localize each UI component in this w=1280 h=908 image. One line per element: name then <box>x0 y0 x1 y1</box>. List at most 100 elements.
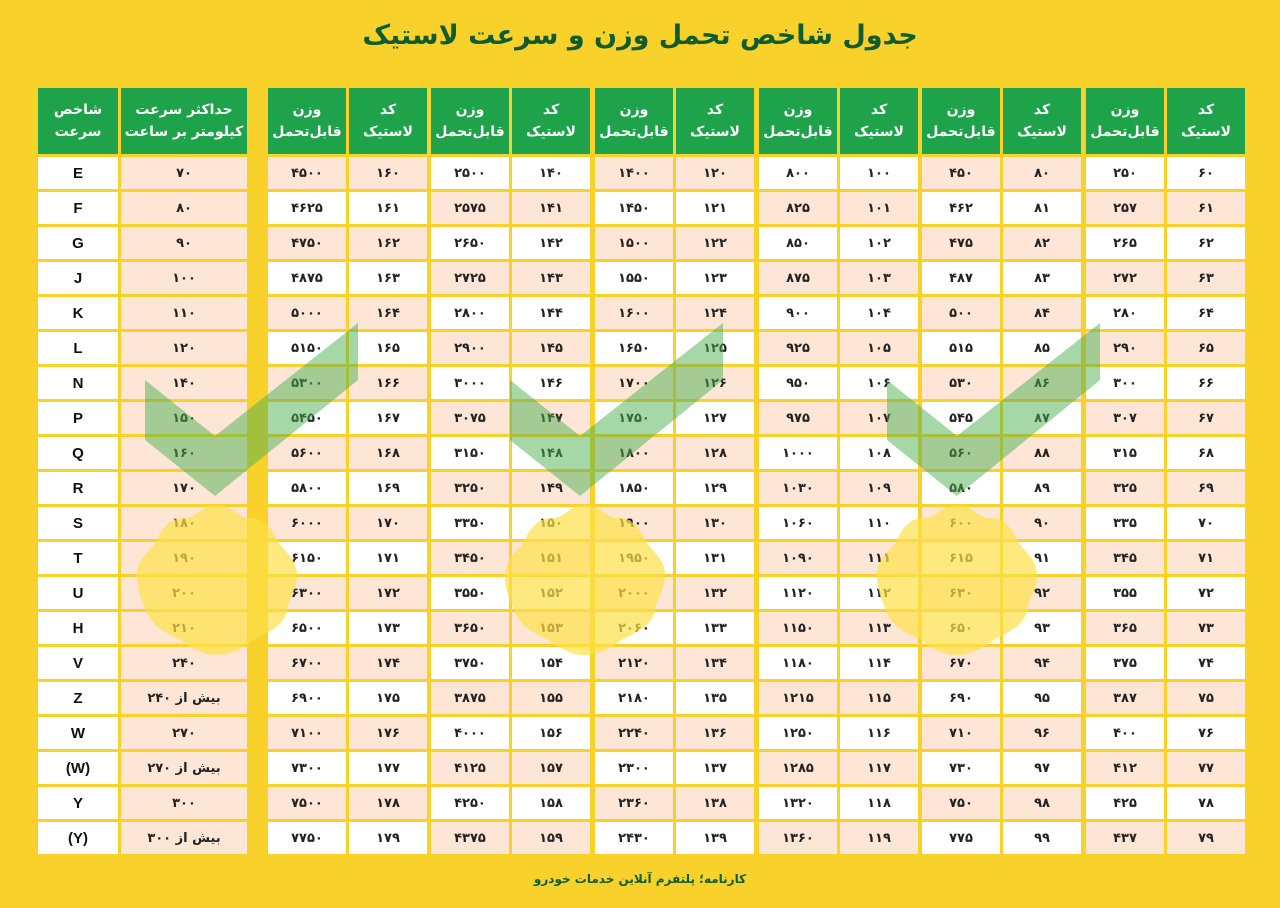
load-weight-cell: ۵۴۵۰ <box>268 402 346 434</box>
load-code-cell: ۹۷ <box>1003 752 1081 784</box>
load-code-cell: ۱۱۱ <box>840 542 918 574</box>
max-speed-cell: ۱۴۰ <box>121 367 247 399</box>
load-weight-cell: ۱۲۸۵ <box>759 752 837 784</box>
load-weight-cell: ۱۸۰۰ <box>595 437 673 469</box>
load-weight-cell: ۶۷۰۰ <box>268 647 346 679</box>
load-weight-cell: ۲۷۲۵ <box>431 262 509 294</box>
load-weight-cell: ۱۱۵۰ <box>759 612 837 644</box>
load-code-cell: ۱۳۶ <box>676 717 754 749</box>
speed-index-cell: P <box>38 402 118 434</box>
load-code-cell: ۱۴۶ <box>512 367 590 399</box>
load-code-cell: ۱۲۹ <box>676 472 754 504</box>
load-code-cell: ۱۵۱ <box>512 542 590 574</box>
load-code-cell: ۱۰۳ <box>840 262 918 294</box>
load-weight-cell: ۳۴۵۰ <box>431 542 509 574</box>
load-weight-cell: ۷۷۵ <box>922 822 1000 854</box>
load-weight-cell: ۱۸۵۰ <box>595 472 673 504</box>
speed-index-cell: W <box>38 717 118 749</box>
load-weight-cell: ۸۷۵ <box>759 262 837 294</box>
load-weight-cell: ۱۵۰۰ <box>595 227 673 259</box>
load-code-cell: ۱۲۵ <box>676 332 754 364</box>
load-code-cell: ۸۸ <box>1003 437 1081 469</box>
load-code-column: کد لاستیک ۱۴۰ ۱۴۱ ۱۴۲ ۱۴۳ ۱۴۴ ۱۴۵ ۱۴۶ ۱۴۷ ۱۴۸ ۱۴۹ ۱… <box>512 88 590 854</box>
load-weight-cell: ۹۰۰ <box>759 297 837 329</box>
load-code-cell: ۸۶ <box>1003 367 1081 399</box>
load-weight-cell: ۲۰۰۰ <box>595 577 673 609</box>
load-index-table: وزن قابل‌تحمل ۲۵۰۰ ۲۵۷۵ ۲۶۵۰ ۲۷۲۵ ۲۸۰۰ ۲۹۰۰ ۳۰۰… <box>431 88 590 854</box>
max-speed-cell: ۷۰ <box>121 157 247 189</box>
load-weight-cell: ۲۶۵۰ <box>431 227 509 259</box>
load-weight-cell: ۷۷۵۰ <box>268 822 346 854</box>
load-weight-cell: ۷۱۰ <box>922 717 1000 749</box>
load-code-cell: ۸۰ <box>1003 157 1081 189</box>
load-weight-column: وزن قابل‌تحمل ۱۴۰۰ ۱۴۵۰ ۱۵۰۰ ۱۵۵۰ ۱۶۰۰ ۱۶۵۰ ۱۷۰… <box>595 88 673 854</box>
load-weight-cell: ۵۸۰ <box>922 472 1000 504</box>
load-code-column: کد لاستیک ۱۲۰ ۱۲۱ ۱۲۲ ۱۲۳ ۱۲۴ ۱۲۵ ۱۲۶ ۱۲۷ ۱۲۸ ۱۲۹ ۱… <box>676 88 754 854</box>
load-code-header: کد لاستیک <box>349 88 427 154</box>
load-code-cell: ۱۶۸ <box>349 437 427 469</box>
load-weight-cell: ۲۳۶۰ <box>595 787 673 819</box>
load-weight-cell: ۹۷۵ <box>759 402 837 434</box>
load-weight-header: وزن قابل‌تحمل <box>431 88 509 154</box>
load-weight-cell: ۳۴۵ <box>1086 542 1164 574</box>
load-code-header: کد لاستیک <box>512 88 590 154</box>
load-weight-cell: ۱۶۰۰ <box>595 297 673 329</box>
load-weight-cell: ۴۶۲ <box>922 192 1000 224</box>
load-weight-cell: ۱۰۶۰ <box>759 507 837 539</box>
load-code-cell: ۱۴۰ <box>512 157 590 189</box>
load-weight-cell: ۲۲۴۰ <box>595 717 673 749</box>
load-code-cell: ۱۴۴ <box>512 297 590 329</box>
speed-index-cell: U <box>38 577 118 609</box>
load-weight-cell: ۲۵۰ <box>1086 157 1164 189</box>
load-weight-cell: ۳۱۵۰ <box>431 437 509 469</box>
load-weight-column: وزن قابل‌تحمل ۴۵۰۰ ۴۶۲۵ ۴۷۵۰ ۴۸۷۵ ۵۰۰۰ ۵۱۵۰ ۵۳۰… <box>268 88 346 854</box>
load-index-table: وزن قابل‌تحمل ۲۵۰ ۲۵۷ ۲۶۵ ۲۷۲ ۲۸۰ ۲۹۰ ۳۰۰ ۳۰۷ ۳۱۵… <box>1086 88 1245 854</box>
load-code-cell: ۶۸ <box>1167 437 1245 469</box>
speed-index-cell: L <box>38 332 118 364</box>
load-weight-cell: ۵۱۵ <box>922 332 1000 364</box>
load-weight-cell: ۳۸۷ <box>1086 682 1164 714</box>
load-code-cell: ۱۴۳ <box>512 262 590 294</box>
load-code-cell: ۱۳۹ <box>676 822 754 854</box>
load-code-cell: ۱۰۶ <box>840 367 918 399</box>
load-weight-cell: ۱۱۲۰ <box>759 577 837 609</box>
load-code-cell: ۱۶۷ <box>349 402 427 434</box>
load-weight-cell: ۳۶۵۰ <box>431 612 509 644</box>
load-weight-cell: ۸۰۰ <box>759 157 837 189</box>
load-weight-cell: ۹۵۰ <box>759 367 837 399</box>
load-weight-cell: ۲۱۲۰ <box>595 647 673 679</box>
max-speed-cell: بیش از ۳۰۰ <box>121 822 247 854</box>
load-code-cell: ۷۳ <box>1167 612 1245 644</box>
load-code-cell: ۱۷۹ <box>349 822 427 854</box>
load-weight-cell: ۱۳۶۰ <box>759 822 837 854</box>
load-code-cell: ۱۲۰ <box>676 157 754 189</box>
max-speed-header: حداکثر سرعت کیلومتر بر ساعت <box>121 88 247 154</box>
max-speed-cell: ۲۰۰ <box>121 577 247 609</box>
load-code-cell: ۷۴ <box>1167 647 1245 679</box>
load-code-cell: ۹۱ <box>1003 542 1081 574</box>
load-code-cell: ۱۵۳ <box>512 612 590 644</box>
load-weight-cell: ۶۹۰ <box>922 682 1000 714</box>
load-code-cell: ۷۶ <box>1167 717 1245 749</box>
load-weight-cell: ۴۲۵ <box>1086 787 1164 819</box>
load-weight-cell: ۲۹۰۰ <box>431 332 509 364</box>
load-weight-cell: ۶۳۰۰ <box>268 577 346 609</box>
load-weight-cell: ۴۷۵ <box>922 227 1000 259</box>
load-weight-cell: ۵۸۰۰ <box>268 472 346 504</box>
load-code-cell: ۱۴۵ <box>512 332 590 364</box>
load-code-cell: ۱۷۶ <box>349 717 427 749</box>
max-speed-cell: ۲۱۰ <box>121 612 247 644</box>
load-weight-cell: ۵۳۰۰ <box>268 367 346 399</box>
load-code-cell: ۸۳ <box>1003 262 1081 294</box>
load-weight-cell: ۷۱۰۰ <box>268 717 346 749</box>
load-weight-cell: ۷۳۰۰ <box>268 752 346 784</box>
load-weight-cell: ۲۱۸۰ <box>595 682 673 714</box>
load-weight-cell: ۳۰۰ <box>1086 367 1164 399</box>
max-speed-cell: بیش از ۲۴۰ <box>121 682 247 714</box>
load-weight-header: وزن قابل‌تحمل <box>595 88 673 154</box>
load-code-cell: ۱۵۹ <box>512 822 590 854</box>
load-code-cell: ۱۳۸ <box>676 787 754 819</box>
load-code-cell: ۱۱۵ <box>840 682 918 714</box>
speed-index-cell: R <box>38 472 118 504</box>
load-code-cell: ۱۶۹ <box>349 472 427 504</box>
